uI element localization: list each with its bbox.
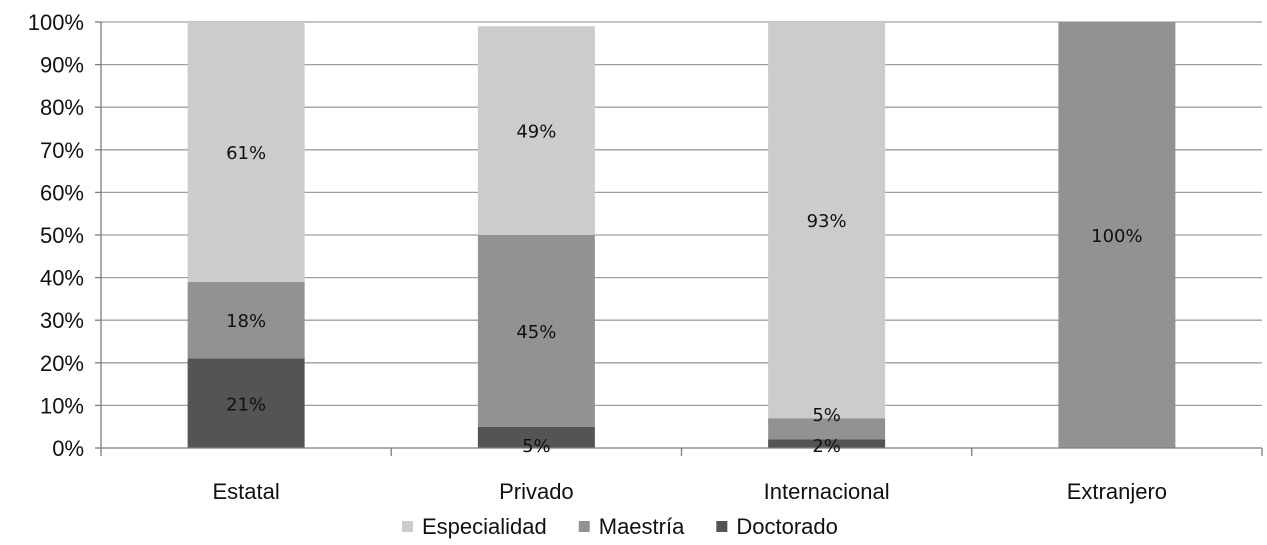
legend-swatch (578, 521, 590, 532)
legend-swatch (402, 521, 413, 532)
data-label: 61% (226, 143, 266, 164)
bar-segment-maestr-a-internacional (768, 418, 886, 440)
legend-label: Doctorado (736, 514, 838, 539)
y-tick-label: 30% (40, 308, 84, 333)
category-label: Extranjero (1067, 479, 1167, 504)
y-tick-label: 10% (40, 393, 84, 418)
y-tick-label: 90% (40, 53, 84, 78)
data-label: 2% (812, 436, 841, 457)
category-label: Estatal (212, 479, 279, 504)
bar-segment-especialidad-internacional (768, 22, 886, 419)
y-tick-label: 50% (40, 223, 84, 248)
legend: Especialidad Maestría Doctorado (402, 514, 838, 539)
bar-segment-maestr-a-extranjero (1058, 22, 1176, 448)
data-label: 93% (807, 211, 847, 232)
y-tick-label: 60% (40, 180, 84, 205)
y-tick-label: 100% (28, 10, 84, 35)
data-label: 45% (516, 322, 556, 343)
data-label: 100% (1091, 226, 1142, 247)
data-label: 49% (516, 122, 556, 143)
y-tick-label: 70% (40, 138, 84, 163)
bars-layer (187, 22, 1176, 448)
category-label: Internacional (764, 479, 890, 504)
axis-layer (95, 21, 1263, 456)
legend-label: Especialidad (422, 514, 547, 539)
bar-segment-especialidad-privado (477, 26, 595, 236)
y-tick-label: 0% (52, 436, 84, 461)
legend-label: Maestría (599, 514, 685, 539)
data-label: 5% (522, 436, 551, 457)
y-tick-label: 40% (40, 266, 84, 291)
bar-segment-especialidad-estatal (187, 22, 305, 282)
y-tick-label: 20% (40, 351, 84, 376)
bar-segment-doctorado-privado (477, 426, 595, 448)
legend-swatch (716, 521, 728, 532)
bar-segment-doctorado-internacional (768, 439, 886, 448)
bar-segment-maestr-a-privado (477, 235, 595, 427)
data-label: 18% (226, 311, 266, 332)
data-label: 5% (812, 405, 841, 426)
labels-layer: 0% 10% 20% 30% 40% 50% 60% 70% 80% 90% 100% 21% 18% 6… (28, 10, 1167, 504)
bar-segment-maestr-a-estatal (187, 281, 305, 359)
data-label: 21% (226, 394, 266, 415)
category-label: Privado (499, 479, 574, 504)
y-tick-label: 80% (40, 95, 84, 120)
bar-segment-doctorado-estatal (187, 358, 305, 448)
